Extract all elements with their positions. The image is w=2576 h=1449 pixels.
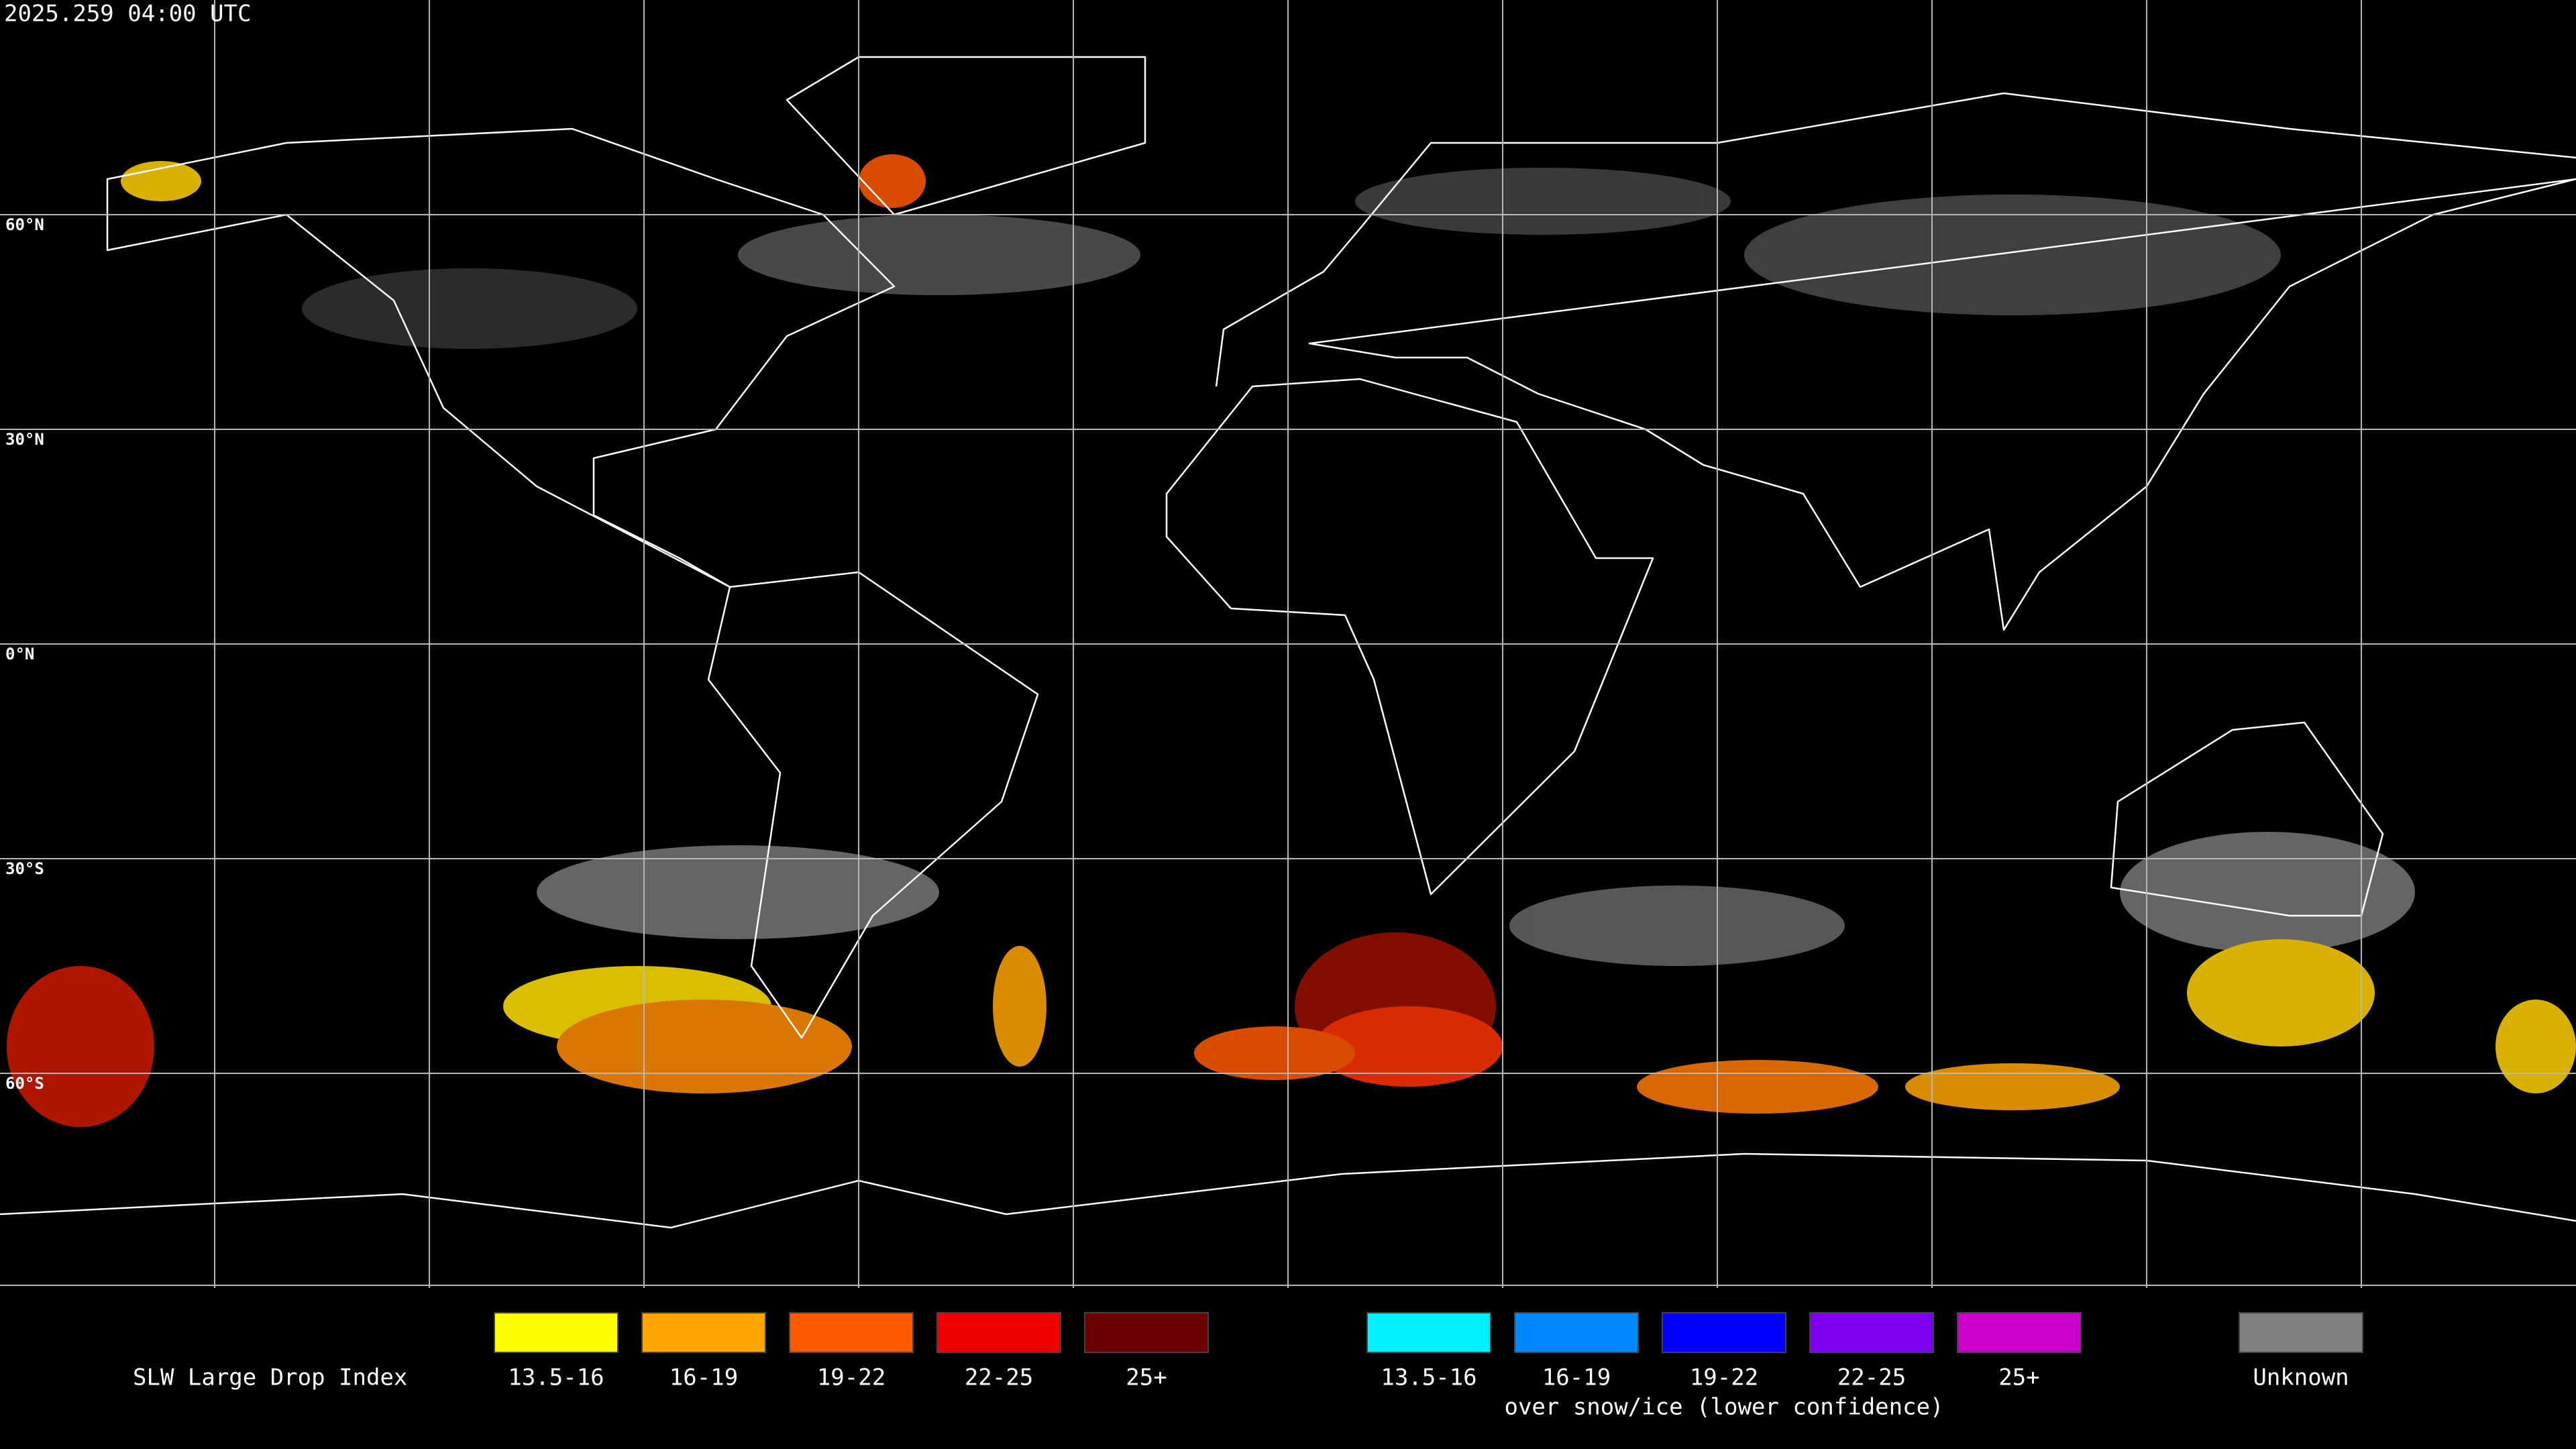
- graticule: [0, 0, 2576, 1288]
- legend-label: 13.5-16: [1381, 1364, 1477, 1391]
- coastline: [707, 571, 1039, 1039]
- legend-label: 13.5-16: [508, 1364, 604, 1391]
- coastline: [1215, 92, 2576, 631]
- legend-swatch: [494, 1312, 619, 1353]
- legend-swatch: [1366, 1312, 1491, 1353]
- legend-label: 22-25: [965, 1364, 1033, 1391]
- legend-swatch: [1662, 1312, 1786, 1353]
- coastline: [2110, 721, 2384, 917]
- legend-swatch: [1957, 1312, 2082, 1353]
- legend-label: 19-22: [817, 1364, 885, 1391]
- legend-label: 25+: [1126, 1364, 1167, 1391]
- legend-label: 25+: [1998, 1364, 2039, 1391]
- legend-label: 22-25: [1837, 1364, 1906, 1391]
- coastline: [1165, 378, 1654, 896]
- coastline: [0, 1152, 2576, 1229]
- legend-label: 16-19: [669, 1364, 738, 1391]
- coastline: [786, 56, 1146, 216]
- legend-swatch: [641, 1312, 766, 1353]
- legend-swatch: [2239, 1312, 2363, 1353]
- legend-title: SLW Large Drop Index: [133, 1364, 407, 1391]
- legend-swatch: [936, 1312, 1061, 1353]
- latitude-label: 60°S: [5, 1074, 44, 1093]
- latitude-labels: 60°N 30°N 0°N 30°S 60°S: [5, 215, 44, 1093]
- legend: SLW Large Drop Index 13.5-16 16-19 19-22 22…: [133, 1312, 2363, 1421]
- legend-label: Unknown: [2253, 1364, 2349, 1391]
- legend-label: 19-22: [1690, 1364, 1758, 1391]
- legend-swatch: [1084, 1312, 1209, 1353]
- coastline: [106, 127, 896, 588]
- legend-swatch: [789, 1312, 914, 1353]
- legend-caption: over snow/ice (lower confidence): [1504, 1394, 1943, 1421]
- legend-swatch: [1514, 1312, 1639, 1353]
- coastlines: [0, 56, 2576, 1229]
- timestamp: 2025.259 04:00 UTC: [4, 1, 251, 28]
- latitude-label: 0°N: [5, 645, 34, 663]
- latitude-label: 30°S: [5, 859, 44, 878]
- map: 60°N 30°N 0°N 30°S 60°S: [0, 0, 2576, 1288]
- legend-label: 16-19: [1542, 1364, 1611, 1391]
- latitude-label: 30°N: [5, 430, 44, 449]
- legend-swatch: [1809, 1312, 1934, 1353]
- latitude-label: 60°N: [5, 215, 44, 234]
